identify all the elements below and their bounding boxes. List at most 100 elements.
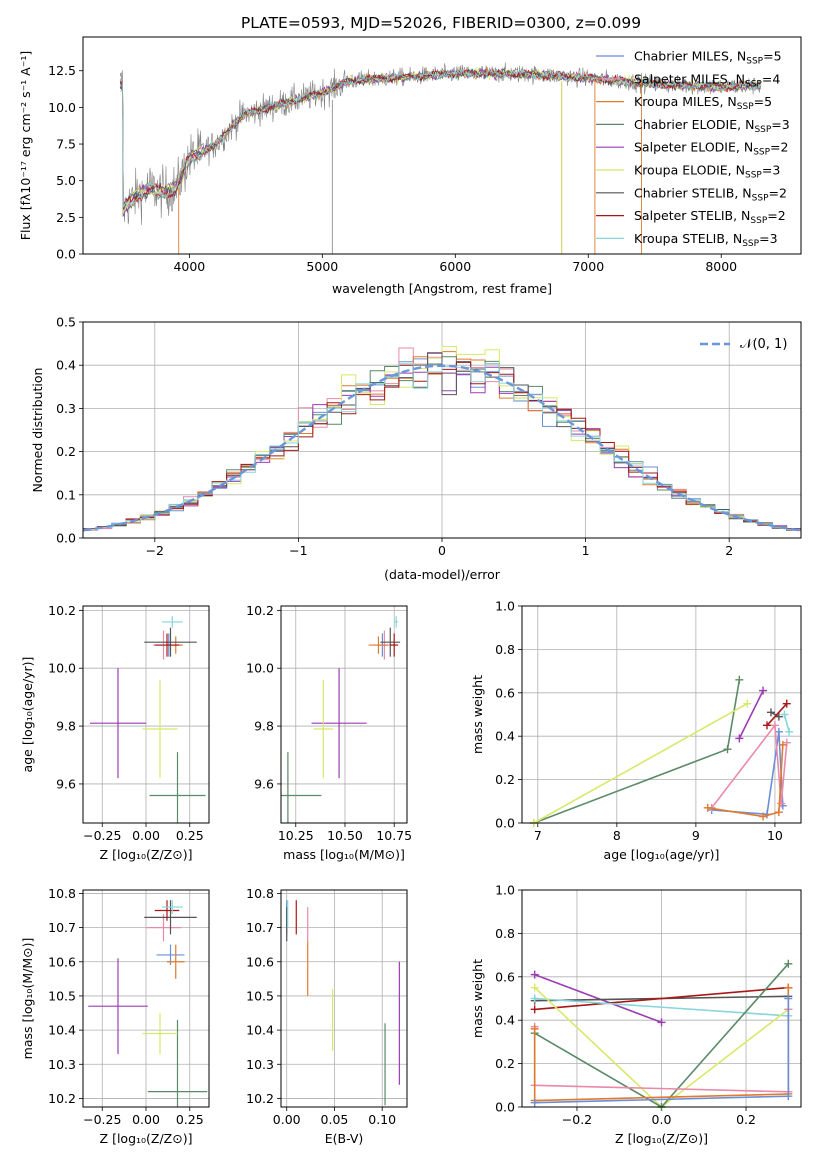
errorbar-point: [154, 633, 180, 657]
y-tick-label: 10.2: [48, 603, 76, 618]
legend-label: Chabrier ELODIE, NSSP=3: [634, 117, 790, 135]
weight-marker: [703, 803, 712, 812]
legend-label: 𝒩(0, 1): [740, 337, 787, 352]
errorbar-point: [88, 958, 148, 1055]
panel-mass_vs_Z: −0.25 0.00 0.25 10.2 10.3 10.4 10.5 10.6 10.7 10.…: [20, 886, 210, 1146]
y-tick-label: 0.8: [495, 926, 515, 941]
legend-sub: SSP: [745, 171, 762, 181]
weight-marker: [774, 808, 783, 817]
x-tick-label: 0.25: [176, 828, 204, 843]
y-tick-label: 7.5: [56, 137, 76, 152]
x-tick-label: 1: [582, 543, 590, 558]
x-tick-label: 0.2: [736, 1112, 756, 1127]
weight-line: [738, 690, 764, 739]
y-tick-label: 10.3: [246, 1057, 274, 1072]
x-tick-label: −0.25: [83, 1112, 121, 1127]
weight-marker: [780, 710, 789, 719]
panel-residuals: −2 −1 0 1 2 0.0 0.1 0.2 0.3 0.4 0.5 (data-model)/er…: [30, 315, 802, 582]
y-tick-label: 10.6: [48, 954, 76, 969]
errorbar-point: [390, 633, 399, 657]
legend-n: , N: [725, 231, 742, 246]
errorbar-area: [90, 616, 206, 823]
spectrum-plot-area: [119, 62, 762, 254]
errorbar-point: [380, 627, 401, 657]
x-tick-label: 2: [725, 543, 733, 558]
panel-mass_vs_ebv: 0.00 0.05 0.10 10.2 10.3 10.4 10.5 10.6 10.7 10.8…: [246, 886, 408, 1146]
x-tick-label: 0.00: [132, 828, 160, 843]
legend-n: , N: [737, 117, 754, 132]
y-tick-label: 10.7: [48, 920, 76, 935]
x-tick-label: 0: [438, 543, 446, 558]
y-tick-label: 2.5: [56, 210, 76, 225]
y-tick-label: 5.0: [56, 173, 76, 188]
x-tick-label: 10.50: [327, 828, 363, 843]
legend-name: Kroupa STELIB: [634, 231, 725, 246]
errorbar-area: [286, 900, 400, 1106]
weight-marker: [784, 1092, 793, 1101]
legend-count: 2: [779, 185, 787, 200]
x-axis-label: mass [log₁₀(M/M⊙)]: [283, 847, 405, 862]
y-tick-label: 9.8: [254, 719, 274, 734]
weight-marker: [743, 699, 752, 708]
model-spectrum-line: [119, 68, 762, 206]
y-tick-label: 10.0: [48, 100, 76, 115]
legend-eq: =: [763, 49, 773, 64]
legend-count: 3: [782, 117, 790, 132]
y-tick-label: 10.5: [48, 988, 76, 1003]
panel-weight_vs_Z: −0.2 0.0 0.2 0.0 0.2 0.4 0.6 0.8 1.0 Z [log₁₀(Z/Z…: [470, 883, 802, 1146]
y-tick-label: 0.0: [56, 531, 76, 546]
x-tick-label: 9: [692, 828, 700, 843]
weight-marker: [777, 799, 786, 808]
legend-sub: SSP: [746, 57, 763, 67]
weight-marker: [530, 1098, 539, 1107]
x-axis-label: age [log₁₀(age/yr)]: [604, 847, 720, 862]
weight-marker: [778, 740, 787, 749]
x-axis-label: Z [log₁₀(Z/Z⊙)]: [100, 1131, 193, 1146]
histogram-area: [83, 346, 801, 532]
legend-label: Salpeter ELODIE, NSSP=2: [634, 140, 788, 158]
y-tick-label: 0.6: [495, 969, 515, 984]
weight-marker: [759, 686, 768, 695]
axes-frame: [280, 889, 408, 1108]
legend-count: 5: [764, 94, 772, 109]
legend-label: Chabrier STELIB, NSSP=2: [634, 185, 787, 203]
errorbar-point: [313, 679, 334, 779]
y-axis-label: mass weight: [470, 959, 485, 1038]
legend-name: Kroupa MILES: [634, 94, 720, 109]
x-tick-label: −2: [146, 543, 164, 558]
legend-count: 3: [770, 231, 778, 246]
legend-name: Kroupa ELODIE: [634, 163, 728, 178]
weight-line: [711, 723, 788, 809]
x-tick-label: 0.0: [652, 1112, 672, 1127]
weight-line: [770, 711, 780, 718]
axes-frame: [521, 889, 802, 1108]
y-axis-label: mass weight: [470, 675, 485, 754]
y-tick-label: 10.2: [246, 603, 274, 618]
y-axis-label: age [log₁₀(age/yr)]: [20, 657, 35, 773]
model-spectrum-line: [119, 66, 762, 214]
x-axis-label: (data-model)/error: [384, 567, 501, 582]
errorbar-point: [161, 900, 183, 914]
weight-marker: [530, 970, 539, 979]
weight-lines: [529, 675, 794, 827]
weight-line: [766, 703, 788, 726]
y-axis-label: Normed distribution: [30, 368, 45, 493]
y-axis-label: Flux [fλ10⁻¹⁷ erg cm⁻² s⁻¹ A⁻¹]: [18, 51, 33, 240]
legend-sub: SSP: [750, 216, 767, 226]
x-tick-label: 10: [767, 828, 783, 843]
legend-n: , N: [728, 163, 745, 178]
axes-frame: [82, 889, 210, 1108]
y-tick-label: 10.2: [48, 1091, 76, 1106]
legend-eq: =: [762, 71, 772, 86]
figure-title: PLATE=0593, MJD=52026, FIBERID=0300, z=0…: [241, 14, 641, 32]
weight-line: [533, 702, 748, 824]
errorbar-point: [311, 668, 367, 779]
y-tick-label: 12.5: [48, 63, 76, 78]
errorbar-point: [281, 752, 322, 823]
errorbar-point: [142, 679, 178, 779]
errorbar-point: [146, 913, 181, 942]
x-tick-label: 8000: [705, 259, 737, 274]
weight-marker: [774, 712, 783, 721]
y-tick-label: 10.4: [48, 1023, 76, 1038]
